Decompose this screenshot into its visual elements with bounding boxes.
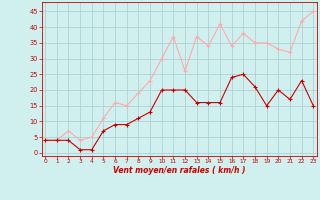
X-axis label: Vent moyen/en rafales ( km/h ): Vent moyen/en rafales ( km/h ) [113,166,245,175]
